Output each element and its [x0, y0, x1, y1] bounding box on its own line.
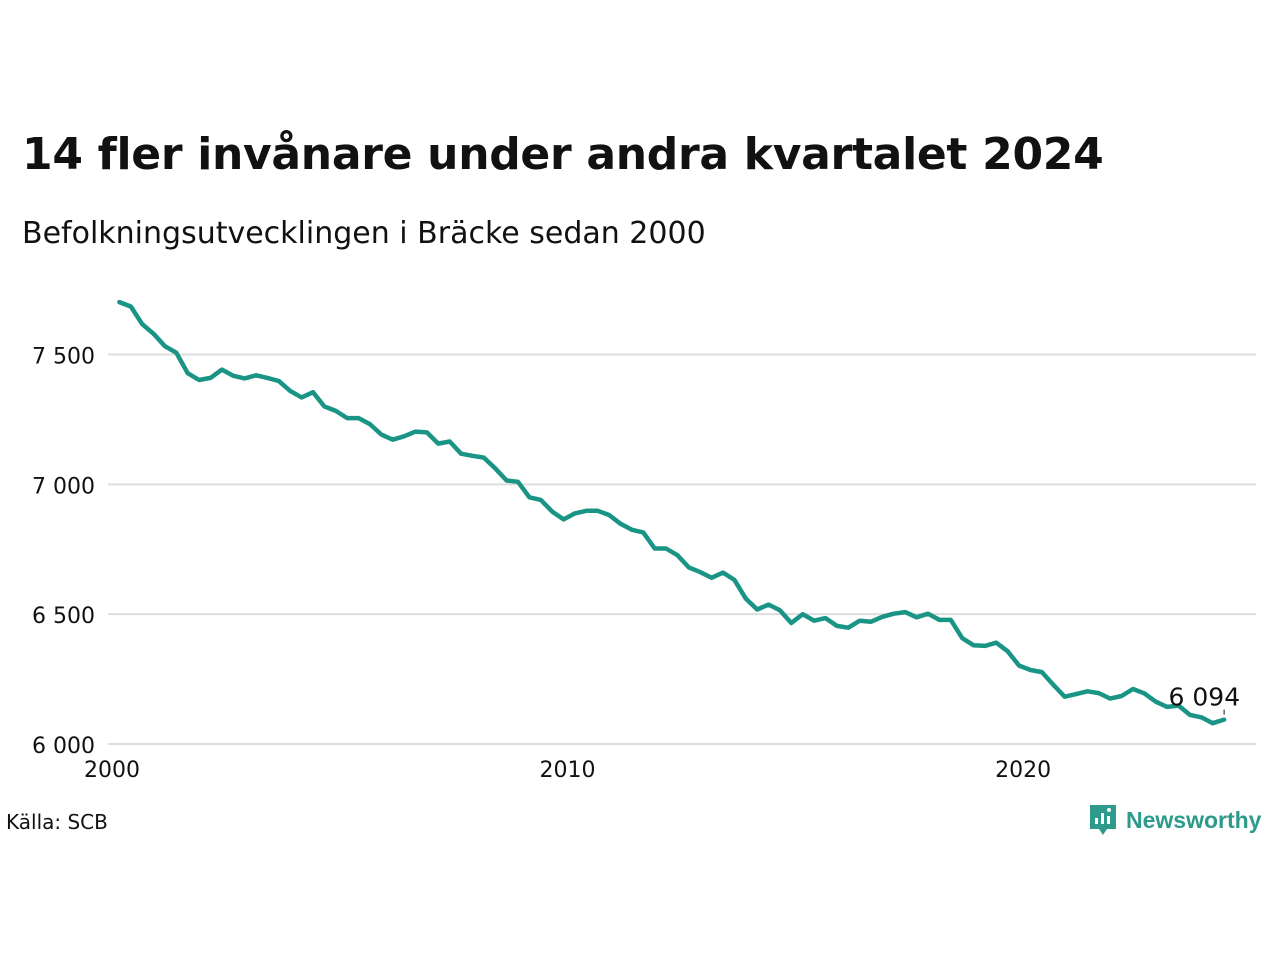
brand-name: Newsworthy — [1126, 806, 1262, 833]
source-note: Källa: SCB — [6, 810, 108, 834]
y-tick-label: 7 500 — [32, 345, 95, 370]
end-value-label: 6 094 — [1169, 683, 1241, 712]
chart-title: 14 fler invånare under andra kvartalet 2… — [22, 129, 1104, 180]
data-points — [119, 302, 1225, 724]
chart-subtitle: Befolkningsutvecklingen i Bräcke sedan 2… — [22, 216, 706, 251]
y-tick-label: 6 500 — [32, 604, 95, 629]
y-axis-ticks: 6 000 6 500 7 000 7 500 — [32, 345, 95, 759]
x-axis-ticks: 2000 2010 2020 — [84, 758, 1051, 783]
x-tick-label: 2000 — [84, 758, 140, 783]
population-line — [117, 299, 1227, 726]
x-tick-label: 2020 — [995, 758, 1051, 783]
y-tick-label: 7 000 — [32, 474, 95, 499]
x-tick-label: 2010 — [540, 758, 596, 783]
gridlines — [108, 353, 1256, 745]
y-tick-label: 6 000 — [32, 734, 95, 759]
newsworthy-logo-icon — [1090, 805, 1116, 835]
brand-logo[interactable]: Newsworthy — [1088, 803, 1261, 837]
